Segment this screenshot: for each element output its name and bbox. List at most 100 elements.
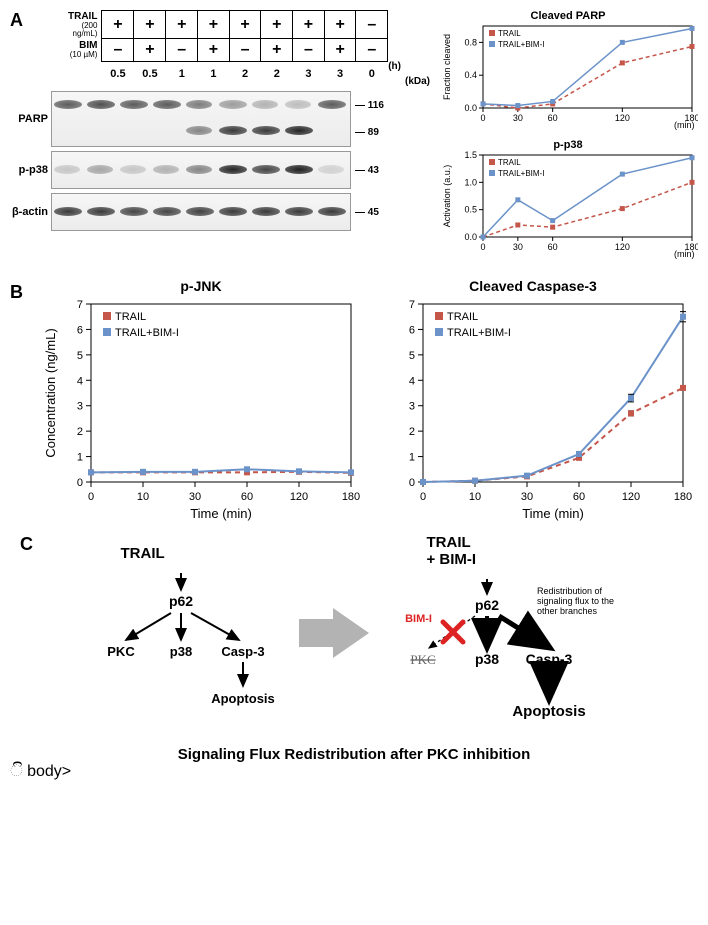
blot-label: p-p38 xyxy=(10,164,51,176)
blot-row-parp: PARP — 116— 89 xyxy=(10,91,430,147)
svg-text:0.4: 0.4 xyxy=(464,70,477,80)
panel-a-label: A xyxy=(10,10,23,31)
svg-text:0: 0 xyxy=(77,477,83,489)
svg-text:Time (min): Time (min) xyxy=(190,506,252,521)
svg-text:0: 0 xyxy=(88,491,94,503)
svg-text:p38: p38 xyxy=(474,651,498,667)
svg-text:0: 0 xyxy=(480,242,485,252)
x-icon xyxy=(443,622,463,642)
svg-text:0: 0 xyxy=(480,113,485,123)
svg-text:PKC: PKC xyxy=(410,652,435,667)
b-chart-casp3-svg: 012345670103060120180Time (min)TRAILTRAI… xyxy=(373,294,693,524)
svg-text:120: 120 xyxy=(615,242,630,252)
mini-chart-p38: p-p38 0.00.51.01.503060120180(min)Activa… xyxy=(438,139,698,264)
blot-image xyxy=(51,151,351,189)
svg-text:Activation (a.u.): Activation (a.u.) xyxy=(442,165,452,228)
svg-text:0.0: 0.0 xyxy=(464,232,477,242)
svg-text:60: 60 xyxy=(241,491,253,503)
svg-text:120: 120 xyxy=(622,491,640,503)
svg-text:0: 0 xyxy=(409,477,415,489)
svg-text:2: 2 xyxy=(77,426,83,438)
svg-text:TRAIL: TRAIL xyxy=(498,29,521,38)
svg-text:0: 0 xyxy=(420,491,426,503)
svg-text:(min): (min) xyxy=(674,120,695,130)
svg-text:7: 7 xyxy=(77,299,83,311)
trail-row-label: TRAIL (200 ng/mL) xyxy=(67,11,102,39)
svg-text:120: 120 xyxy=(290,491,308,503)
svg-text:30: 30 xyxy=(189,491,201,503)
svg-text:10: 10 xyxy=(469,491,481,503)
svg-text:p38: p38 xyxy=(169,644,191,659)
svg-text:p62: p62 xyxy=(474,597,498,613)
svg-text:PKC: PKC xyxy=(107,644,135,659)
svg-text:1: 1 xyxy=(77,452,83,464)
kda-marks: — 43 xyxy=(355,152,379,188)
svg-text:30: 30 xyxy=(513,242,523,252)
svg-text:30: 30 xyxy=(521,491,533,503)
svg-text:6: 6 xyxy=(409,324,415,336)
b-chart-jnk: p-JNK 012345670103060120180Time (min)Con… xyxy=(41,278,361,524)
svg-text:5: 5 xyxy=(77,350,83,362)
svg-text:180: 180 xyxy=(342,491,360,503)
blot-image xyxy=(51,193,351,231)
svg-text:1.5: 1.5 xyxy=(464,150,477,160)
svg-text:TRAIL: TRAIL xyxy=(447,311,478,323)
panel-a-mini-charts: Cleaved PARP 0.00.40.803060120180(min)Fr… xyxy=(438,10,698,264)
svg-text:Casp-3: Casp-3 xyxy=(525,651,572,667)
b-chart-jnk-svg: 012345670103060120180Time (min)Concentra… xyxy=(41,294,361,524)
svg-text:3: 3 xyxy=(409,401,415,413)
svg-text:4: 4 xyxy=(409,375,415,387)
svg-text:5: 5 xyxy=(409,350,415,362)
svg-text:BIM-I: BIM-I xyxy=(405,613,432,625)
blot-row-p-p38: p-p38 — 43 xyxy=(10,151,430,189)
mini-chart-parp-svg: 0.00.40.803060120180(min)Fraction cleave… xyxy=(438,20,698,130)
svg-text:60: 60 xyxy=(573,491,585,503)
svg-text:30: 30 xyxy=(513,113,523,123)
svg-text:2: 2 xyxy=(409,426,415,438)
svg-text:0.0: 0.0 xyxy=(464,103,477,113)
c-left-svg: p62 PKC p38 Casp-3 Apoptosis xyxy=(81,568,281,718)
svg-text:Casp-3: Casp-3 xyxy=(221,644,264,659)
blot-label: PARP xyxy=(10,113,51,125)
svg-text:180: 180 xyxy=(674,491,692,503)
svg-text:0.5: 0.5 xyxy=(464,205,477,215)
kda-header: (kDa) xyxy=(405,76,430,87)
bim-row-label: BIM (10 µM) xyxy=(67,39,102,62)
svg-text:Apoptosis: Apoptosis xyxy=(512,703,585,720)
svg-text:7: 7 xyxy=(409,299,415,311)
svg-text:0.8: 0.8 xyxy=(464,37,477,47)
svg-text:TRAIL+BIM-I: TRAIL+BIM-I xyxy=(115,327,179,339)
svg-text:TRAIL+BIM-I: TRAIL+BIM-I xyxy=(498,40,544,49)
panel-c-label: C xyxy=(20,534,33,555)
svg-text:TRAIL: TRAIL xyxy=(115,311,146,323)
panel-c-caption: Signaling Flux Redistribution after PKC … xyxy=(20,746,688,763)
svg-text:TRAIL+BIM-I: TRAIL+BIM-I xyxy=(447,327,511,339)
svg-text:TRAIL: TRAIL xyxy=(498,158,521,167)
svg-text:1.0: 1.0 xyxy=(464,177,477,187)
kda-marks: — 116— 89 xyxy=(355,92,384,146)
svg-text:3: 3 xyxy=(77,401,83,413)
mini-chart-p38-svg: 0.00.51.01.503060120180(min)Activation (… xyxy=(438,149,698,259)
svg-text:120: 120 xyxy=(615,113,630,123)
svg-text:10: 10 xyxy=(137,491,149,503)
blot-label: β-actin xyxy=(10,206,51,218)
svg-text:4: 4 xyxy=(77,375,83,387)
svg-text:Fraction cleaved: Fraction cleaved xyxy=(442,34,452,100)
svg-text:Apoptosis: Apoptosis xyxy=(211,691,275,706)
svg-text:Redistribution ofsignaling flu: Redistribution ofsignaling flux to theot… xyxy=(537,586,614,616)
kda-marks: — 45 xyxy=(355,194,379,230)
big-arrow-icon xyxy=(299,608,369,658)
panel-c: C TRAIL p62 PKC p38 xyxy=(10,534,698,763)
panel-b-label: B xyxy=(10,282,23,303)
blot-image xyxy=(51,91,351,147)
panel-b: B p-JNK 012345670103060120180Time (min)C… xyxy=(10,278,698,524)
c-right-diagram: TRAIL + BIM-I p62 xyxy=(387,534,647,732)
svg-text:(min): (min) xyxy=(674,249,695,259)
svg-text:6: 6 xyxy=(77,324,83,336)
b-chart-casp3: Cleaved Caspase-3 012345670103060120180T… xyxy=(373,278,693,524)
panel-a-left: A TRAIL (200 ng/mL) + + + + + + + xyxy=(10,10,430,264)
blots-container: PARP — 116— 89 p-p38 — 43 β-actin — 45 xyxy=(10,91,430,231)
treatment-table: TRAIL (200 ng/mL) + + + + + + + + – xyxy=(67,10,388,85)
c-right-svg: p62 BIM-I PKC p38 Casp-3 Apoptosis Re xyxy=(387,574,647,729)
svg-text:p62: p62 xyxy=(168,593,192,609)
